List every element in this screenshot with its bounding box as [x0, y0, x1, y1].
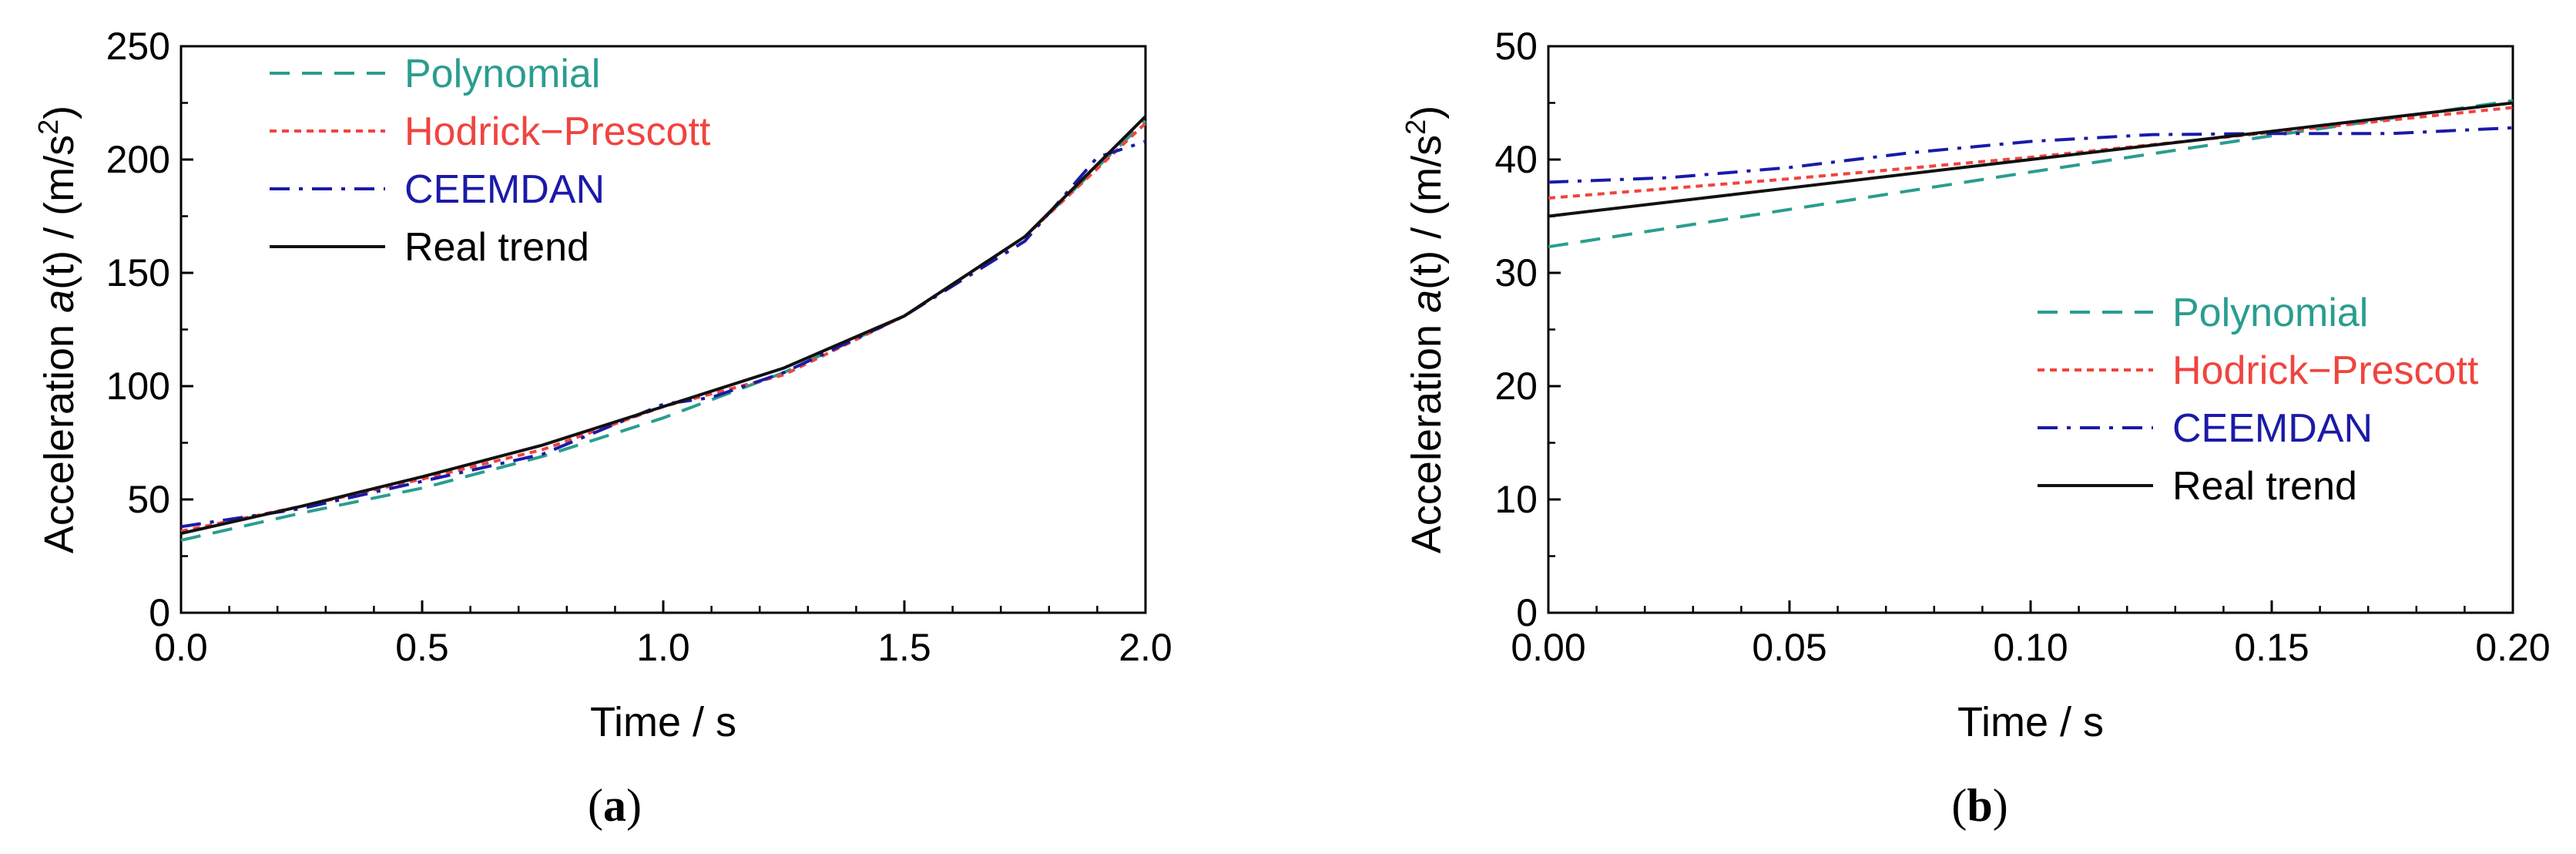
x-axis-title: Time / s	[1957, 699, 2104, 745]
x-tick-label: 1.0	[636, 626, 690, 669]
y-axis-title-sup: 2	[32, 119, 64, 135]
x-tick-label: 0.05	[1752, 626, 1826, 669]
x-tick-label: 2.0	[1119, 626, 1172, 669]
x-axis-title: Time / s	[590, 699, 736, 745]
y-tick-label: 250	[106, 25, 170, 68]
y-axis-title-sup: 2	[1400, 119, 1431, 135]
y-axis-title-pre: Acceleration	[36, 313, 82, 553]
y-tick-label: 20	[1494, 365, 1538, 408]
y-tick-label: 0	[1516, 591, 1538, 634]
y-axis-title-post: (t) / (m/s	[36, 135, 82, 290]
y-tick-label: 40	[1494, 138, 1538, 181]
y-tick-label: 30	[1494, 251, 1538, 294]
legend: Polynomial Hodrick−Prescott CEEMDAN Real tr…	[2038, 291, 2479, 509]
legend-label: Real trend	[404, 225, 589, 270]
y-axis-title-end: )	[36, 106, 82, 119]
x-tick-label: 0.15	[2234, 626, 2309, 669]
series-line-0	[1548, 99, 2514, 249]
y-axis-title: Acceleration a(t) / (m/s2)	[32, 106, 83, 553]
y-axis-title-var: a	[1404, 290, 1450, 313]
y-tick-label: 200	[106, 138, 170, 181]
chart-panel-a: 0.0 0.5 1.0 1.5 2.0 0 50 100 150 200 250 Time / s Ac…	[32, 25, 1172, 831]
legend-label: Real trend	[2172, 464, 2357, 509]
x-tick-label: 0.0	[154, 626, 208, 669]
series-line-3	[1548, 101, 2514, 218]
series-line-2	[1548, 126, 2514, 184]
y-axis-title-pre: Acceleration	[1404, 313, 1450, 553]
series-line-1	[180, 122, 1147, 533]
legend-label: Polynomial	[404, 52, 600, 96]
y-tick-label: 10	[1494, 478, 1538, 521]
legend-label: CEEMDAN	[404, 167, 605, 212]
series-line-2	[180, 140, 1146, 529]
y-tick-label: 50	[127, 478, 170, 521]
legend: Polynomial Hodrick−Prescott CEEMDAN Real tr…	[270, 52, 711, 270]
panel-caption: (a)	[588, 780, 642, 831]
y-axis-title: Acceleration a(t) / (m/s2)	[1400, 106, 1451, 553]
y-tick-label: 0	[149, 591, 170, 634]
y-axis-title-end: )	[1404, 106, 1450, 119]
y-tick-label: 50	[1494, 25, 1538, 68]
legend-label: Polynomial	[2172, 291, 2368, 335]
x-tick-label: 0.20	[2475, 626, 2550, 669]
y-axis-title-post: (t) / (m/s	[1404, 135, 1450, 290]
legend-label: Hodrick−Prescott	[404, 109, 711, 154]
x-tick-label: 0.10	[1993, 626, 2068, 669]
chart-panel-b: 0.00 0.05 0.10 0.15 0.20 0 10 20 30 40 50 Time / s A…	[1400, 25, 2551, 831]
y-axis-title-var: a	[36, 290, 82, 313]
series-line-1	[1548, 106, 2514, 200]
series-line-3	[180, 115, 1147, 536]
x-tick-label: 0.00	[1511, 626, 1585, 669]
series-line-0	[180, 119, 1147, 542]
y-tick-label: 150	[106, 251, 170, 294]
legend-label: Hodrick−Prescott	[2172, 348, 2479, 393]
legend-label: CEEMDAN	[2172, 406, 2373, 451]
panel-caption: (b)	[1951, 780, 2007, 831]
x-tick-label: 1.5	[877, 626, 931, 669]
x-tick-label: 0.5	[395, 626, 449, 669]
y-tick-label: 100	[106, 365, 170, 408]
